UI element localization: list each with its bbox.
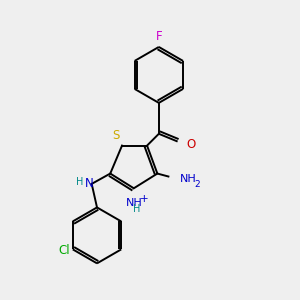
Text: +: +	[140, 194, 148, 204]
Text: F: F	[155, 30, 162, 44]
Text: NH: NH	[179, 174, 196, 184]
Text: Cl: Cl	[58, 244, 70, 257]
Text: N: N	[84, 177, 93, 190]
Text: 2: 2	[195, 180, 200, 189]
Text: NH: NH	[125, 198, 142, 208]
Text: H: H	[76, 177, 84, 188]
Text: S: S	[112, 129, 120, 142]
Text: H: H	[133, 204, 140, 214]
Text: O: O	[186, 138, 196, 151]
